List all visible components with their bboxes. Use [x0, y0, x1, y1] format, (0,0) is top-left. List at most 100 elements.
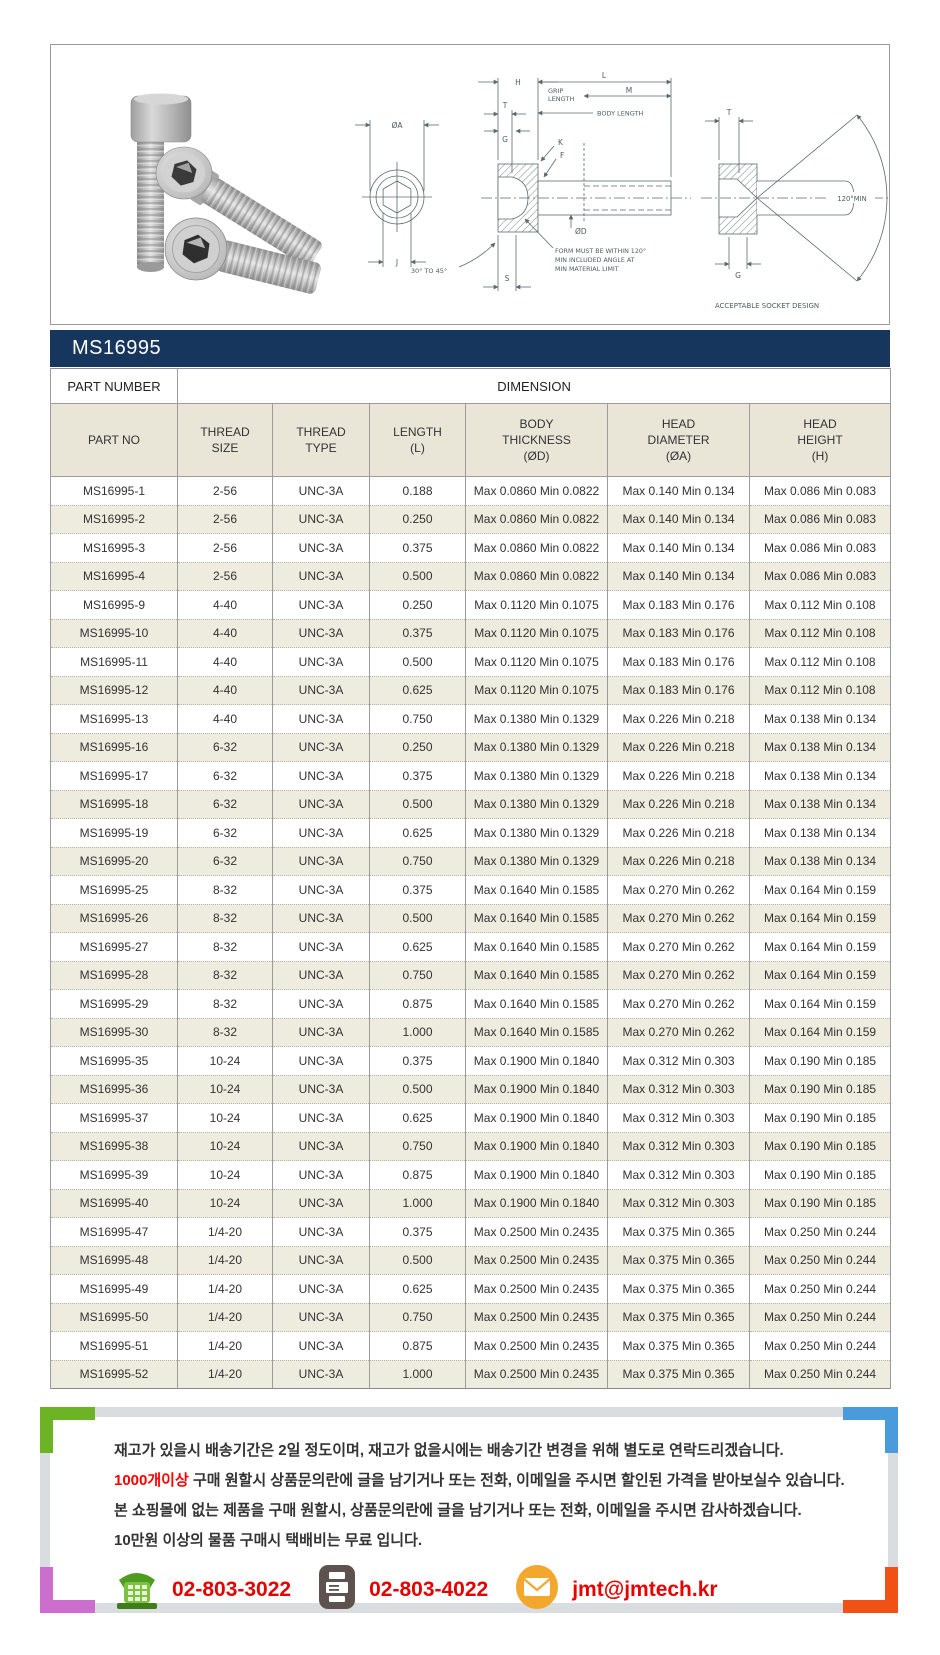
cell-length: 0.750 — [369, 1131, 466, 1161]
cell-length: 1.000 — [369, 1359, 466, 1389]
table-row: MS16995-27 8-32 UNC-3A 0.625 Max 0.1640 … — [50, 932, 892, 962]
cell-part-no: MS16995-48 — [50, 1245, 178, 1275]
col-header-head-diameter: HEAD DIAMETER (ØA) — [607, 403, 750, 477]
cell-thread-size: 10-24 — [177, 1160, 273, 1190]
cell-thread-size: 10-24 — [177, 1103, 273, 1133]
cell-head-height: Max 0.164 Min 0.159 — [748, 932, 892, 962]
cell-head-height: Max 0.164 Min 0.159 — [748, 903, 892, 933]
cell-head-height: Max 0.250 Min 0.244 — [748, 1331, 892, 1361]
cell-thread-size: 10-24 — [177, 1074, 273, 1104]
table-row: MS16995-49 1/4-20 UNC-3A 0.625 Max 0.250… — [50, 1274, 892, 1304]
cell-thread-size: 6-32 — [177, 789, 273, 819]
cell-head-height: Max 0.190 Min 0.185 — [748, 1131, 892, 1161]
cell-head-height: Max 0.112 Min 0.108 — [748, 647, 892, 677]
fax-icon — [317, 1564, 357, 1616]
cell-head-height: Max 0.138 Min 0.134 — [748, 732, 892, 762]
cell-part-no: MS16995-50 — [50, 1302, 178, 1332]
table-row: MS16995-36 10-24 UNC-3A 0.500 Max 0.1900… — [50, 1074, 892, 1104]
cell-head-height: Max 0.112 Min 0.108 — [748, 590, 892, 620]
cell-thread-type: UNC-3A — [272, 1074, 370, 1104]
table-row: MS16995-52 1/4-20 UNC-3A 1.000 Max 0.250… — [50, 1359, 892, 1389]
cell-body-thickness: Max 0.1380 Min 0.1329 — [465, 789, 608, 819]
cell-body-thickness: Max 0.2500 Min 0.2435 — [465, 1217, 608, 1247]
cell-part-no: MS16995-47 — [50, 1217, 178, 1247]
cell-thread-size: 4-40 — [177, 704, 273, 734]
table-row: MS16995-39 10-24 UNC-3A 0.875 Max 0.1900… — [50, 1160, 892, 1190]
cell-thread-type: UNC-3A — [272, 761, 370, 791]
cell-head-height: Max 0.086 Min 0.083 — [748, 533, 892, 563]
cell-length: 0.375 — [369, 875, 466, 905]
cell-head-height: Max 0.250 Min 0.244 — [748, 1359, 892, 1389]
cell-part-no: MS16995-12 — [50, 675, 178, 705]
fax-number: 02-803-4022 — [369, 1578, 489, 1601]
cell-head-height: Max 0.086 Min 0.083 — [748, 476, 892, 506]
cell-length: 0.750 — [369, 704, 466, 734]
cell-head-diameter: Max 0.226 Min 0.218 — [607, 818, 750, 848]
table-row: MS16995-17 6-32 UNC-3A 0.375 Max 0.1380 … — [50, 761, 892, 791]
cell-thread-type: UNC-3A — [272, 476, 370, 506]
table-row: MS16995-50 1/4-20 UNC-3A 0.750 Max 0.250… — [50, 1302, 892, 1332]
cell-thread-size: 2-56 — [177, 476, 273, 506]
cell-thread-size: 1/4-20 — [177, 1217, 273, 1247]
cell-thread-type: UNC-3A — [272, 1103, 370, 1133]
label-note1: FORM MUST BE WITHIN 120° — [555, 247, 646, 255]
cell-thread-size: 8-32 — [177, 1017, 273, 1047]
cell-part-no: MS16995-51 — [50, 1331, 178, 1361]
cell-body-thickness: Max 0.2500 Min 0.2435 — [465, 1359, 608, 1389]
cell-head-height: Max 0.190 Min 0.185 — [748, 1188, 892, 1218]
cell-head-height: Max 0.138 Min 0.134 — [748, 761, 892, 791]
cell-part-no: MS16995-40 — [50, 1188, 178, 1218]
cell-length: 0.250 — [369, 504, 466, 534]
table-row: MS16995-28 8-32 UNC-3A 0.750 Max 0.1640 … — [50, 960, 892, 990]
cell-body-thickness: Max 0.1380 Min 0.1329 — [465, 704, 608, 734]
notice-box: 재고가 있을시 배송기간은 2일 정도이며, 재고가 없을시에는 배송기간 변경… — [40, 1407, 898, 1613]
cell-head-diameter: Max 0.183 Min 0.176 — [607, 647, 750, 677]
cell-thread-type: UNC-3A — [272, 1359, 370, 1389]
shipping-notice: 재고가 있을시 배송기간은 2일 정도이며, 재고가 없을시에는 배송기간 변경… — [50, 1417, 888, 1550]
cell-body-thickness: Max 0.1380 Min 0.1329 — [465, 818, 608, 848]
table-row: MS16995-35 10-24 UNC-3A 0.375 Max 0.1900… — [50, 1046, 892, 1076]
dim-label-dia-a: ØA — [391, 121, 403, 130]
cell-head-height: Max 0.250 Min 0.244 — [748, 1274, 892, 1304]
cell-body-thickness: Max 0.2500 Min 0.2435 — [465, 1274, 608, 1304]
cell-length: 0.625 — [369, 1274, 466, 1304]
cell-part-no: MS16995-25 — [50, 875, 178, 905]
cell-head-diameter: Max 0.270 Min 0.262 — [607, 960, 750, 990]
cell-part-no: MS16995-11 — [50, 647, 178, 677]
dim-label-m: M — [626, 86, 632, 95]
cell-head-diameter: Max 0.375 Min 0.365 — [607, 1359, 750, 1389]
table-row: MS16995-1 2-56 UNC-3A 0.188 Max 0.0860 M… — [50, 476, 892, 506]
table-row: MS16995-26 8-32 UNC-3A 0.500 Max 0.1640 … — [50, 903, 892, 933]
cell-thread-size: 8-32 — [177, 932, 273, 962]
cell-length: 0.375 — [369, 1217, 466, 1247]
cell-part-no: MS16995-30 — [50, 1017, 178, 1047]
table-row: MS16995-29 8-32 UNC-3A 0.875 Max 0.1640 … — [50, 989, 892, 1019]
cell-head-diameter: Max 0.183 Min 0.176 — [607, 618, 750, 648]
cell-thread-type: UNC-3A — [272, 1046, 370, 1076]
cell-body-thickness: Max 0.0860 Min 0.0822 — [465, 533, 608, 563]
cell-thread-size: 1/4-20 — [177, 1274, 273, 1304]
cell-body-thickness: Max 0.1120 Min 0.1075 — [465, 618, 608, 648]
cell-head-diameter: Max 0.183 Min 0.176 — [607, 675, 750, 705]
cell-body-thickness: Max 0.1900 Min 0.1840 — [465, 1074, 608, 1104]
cell-length: 1.000 — [369, 1188, 466, 1218]
cell-head-height: Max 0.164 Min 0.159 — [748, 1017, 892, 1047]
table-row: MS16995-40 10-24 UNC-3A 1.000 Max 0.1900… — [50, 1188, 892, 1218]
label-note2: MIN INCLUDED ANGLE AT — [555, 257, 635, 264]
cell-length: 0.375 — [369, 761, 466, 791]
cell-head-diameter: Max 0.312 Min 0.303 — [607, 1103, 750, 1133]
cell-head-height: Max 0.250 Min 0.244 — [748, 1302, 892, 1332]
cell-thread-size: 10-24 — [177, 1188, 273, 1218]
cell-thread-size: 6-32 — [177, 732, 273, 762]
cell-body-thickness: Max 0.1120 Min 0.1075 — [465, 675, 608, 705]
cell-thread-type: UNC-3A — [272, 1017, 370, 1047]
table-row: MS16995-37 10-24 UNC-3A 0.625 Max 0.1900… — [50, 1103, 892, 1133]
col-header-length: LENGTH (L) — [369, 403, 466, 477]
notice-line: 10만원 이상의 물품 구매시 택배비는 무료 입니다. — [114, 1532, 423, 1549]
cell-thread-size: 1/4-20 — [177, 1331, 273, 1361]
cell-thread-type: UNC-3A — [272, 647, 370, 677]
dim-label-grip1: GRIP — [548, 87, 563, 95]
cell-part-no: MS16995-18 — [50, 789, 178, 819]
mail-icon — [514, 1564, 560, 1616]
dim-label-body-length: BODY LENGTH — [597, 110, 644, 118]
